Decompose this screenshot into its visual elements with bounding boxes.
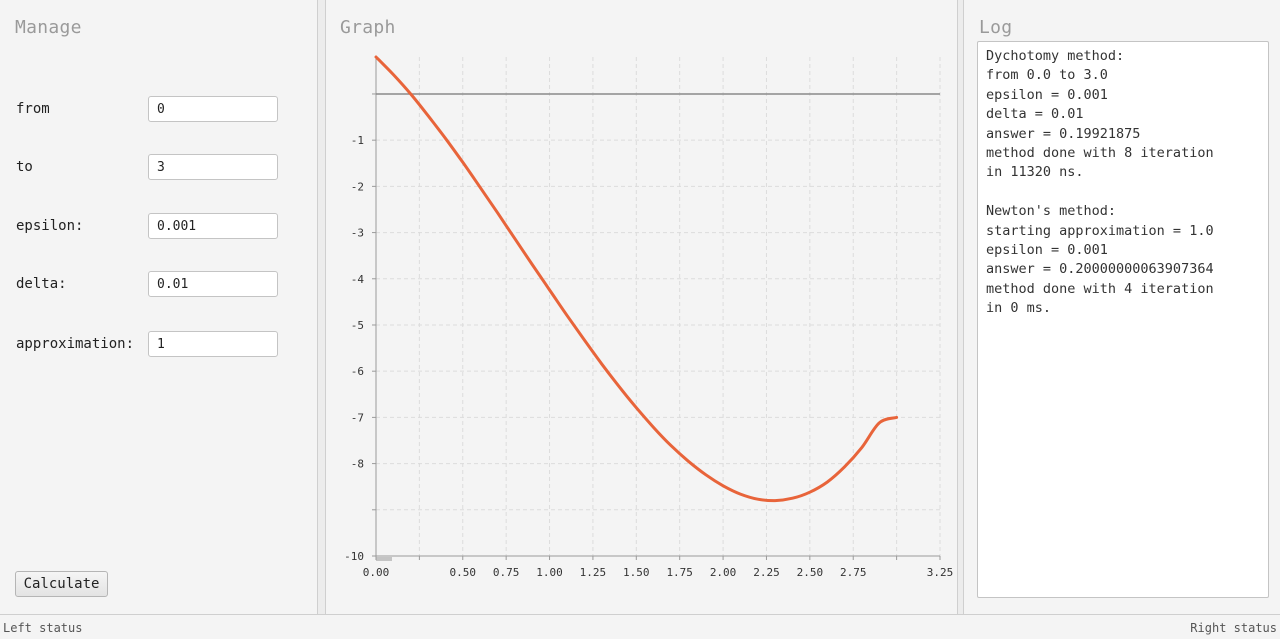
calculate-button[interactable]: Calculate — [15, 571, 108, 597]
chart-axes — [372, 57, 941, 561]
right-split-divider[interactable] — [958, 0, 963, 614]
y-tick-label: -10 — [344, 550, 364, 563]
from-label: from — [16, 101, 50, 117]
axis-corner-marker — [376, 557, 392, 561]
y-tick-label: -2 — [351, 180, 364, 193]
y-tick-label: -1 — [351, 134, 364, 147]
chart-grid — [376, 57, 941, 556]
y-tick-label: -7 — [351, 411, 364, 424]
x-tick-label: 3.25 — [927, 566, 954, 579]
y-tick-label: -4 — [351, 273, 365, 286]
manage-panel: Manage from to epsilon: delta: approxima… — [0, 0, 318, 614]
log-line: from 0.0 to 3.0 — [986, 67, 1108, 84]
approximation-label: approximation: — [16, 336, 135, 352]
x-tick-label: 2.75 — [840, 566, 867, 579]
delta-input[interactable] — [148, 271, 278, 297]
chart-tick-labels: 0.00 0.50 0.75 1.00 1.25 1.50 1.75 2.00 2.25 2.50… — [344, 134, 953, 579]
left-split-divider[interactable] — [318, 0, 325, 614]
approximation-row: approximation: — [16, 331, 286, 359]
x-tick-label: 2.50 — [797, 566, 824, 579]
log-panel: Log Dychotomy method: from 0.0 to 3.0 epsi… — [963, 0, 1280, 614]
log-line: epsilon = 0.001 — [986, 241, 1108, 258]
log-line: answer = 0.19921875 — [986, 125, 1141, 142]
log-line: epsilon = 0.001 — [986, 86, 1108, 103]
chart-series — [374, 55, 899, 503]
log-line: in 0 ms. — [986, 300, 1052, 317]
y-tick-label: -6 — [351, 365, 364, 378]
to-input[interactable] — [148, 154, 278, 180]
from-row: from — [16, 96, 286, 124]
log-line: method done with 8 iteration — [986, 144, 1214, 161]
log-line: answer = 0.20000000063907364 — [986, 261, 1214, 278]
graph-panel: Graph 0.00 0.50 0.75 1.00 1.25 1.50 1.75 2.00 2.… — [325, 0, 958, 614]
log-line: Dychotomy method: — [986, 48, 1125, 64]
y-tick-label: -5 — [351, 319, 364, 332]
epsilon-label: epsilon: — [16, 218, 84, 234]
log-title: Log — [979, 17, 1013, 38]
y-tick-label: -3 — [351, 227, 364, 240]
left-status: Left status — [3, 621, 83, 635]
x-tick-label: 1.75 — [666, 566, 693, 579]
epsilon-row: epsilon: — [16, 213, 286, 241]
epsilon-input[interactable] — [148, 213, 278, 239]
log-line: in 11320 ns. — [986, 164, 1084, 181]
right-status: Right status — [1190, 621, 1277, 635]
log-line: starting approximation = 1.0 — [986, 222, 1214, 239]
approximation-input[interactable] — [148, 331, 278, 357]
log-textarea[interactable]: Dychotomy method: from 0.0 to 3.0 epsilon … — [977, 41, 1269, 598]
x-tick-label: 1.25 — [580, 566, 607, 579]
y-tick-label: -8 — [351, 458, 364, 471]
status-bar: Left status Right status — [0, 614, 1280, 639]
delta-row: delta: — [16, 271, 286, 299]
manage-title: Manage — [15, 17, 82, 38]
x-tick-label: 0.75 — [493, 566, 519, 579]
to-label: to — [16, 159, 33, 175]
series-line — [374, 55, 899, 503]
log-line — [986, 183, 1260, 202]
log-line: delta = 0.01 — [986, 106, 1084, 123]
from-input[interactable] — [148, 96, 278, 122]
function-chart: 0.00 0.50 0.75 1.00 1.25 1.50 1.75 2.00 2.25 2.50… — [344, 55, 953, 579]
x-tick-label: 1.00 — [536, 566, 563, 579]
to-row: to — [16, 154, 286, 182]
x-tick-label: 1.50 — [623, 566, 650, 579]
x-tick-label: 2.00 — [710, 566, 737, 579]
graph-title: Graph — [340, 17, 396, 38]
log-line: Newton's method: — [986, 203, 1117, 220]
x-tick-label: 0.50 — [450, 566, 477, 579]
x-tick-label: 0.00 — [363, 566, 390, 579]
log-line: method done with 4 iteration — [986, 280, 1214, 297]
delta-label: delta: — [16, 276, 67, 292]
x-tick-label: 2.25 — [753, 566, 780, 579]
